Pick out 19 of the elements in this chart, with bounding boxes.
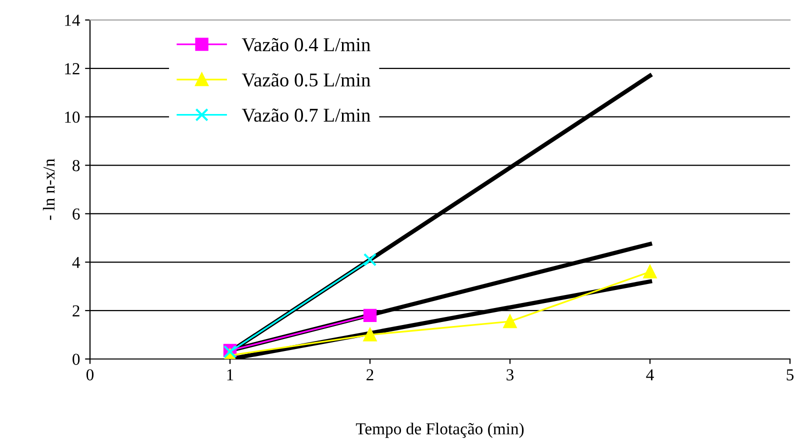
x-tick-label: 1 (227, 369, 234, 380)
legend-label: Vazão 0.4 L/min (242, 38, 370, 52)
y-axis-title: - ln n-x/n (42, 158, 55, 220)
y-tick-label: 8 (72, 160, 80, 172)
legend-label: Vazão 0.7 L/min (242, 108, 370, 122)
x-tick-label: 0 (86, 369, 94, 380)
y-tick-label: 6 (72, 208, 80, 220)
x-tick-label: 5 (786, 369, 794, 380)
x-tick-label: 2 (366, 369, 374, 380)
y-tick-label: 0 (72, 354, 80, 365)
x-tick-label: 3 (506, 369, 514, 380)
x-axis-title: Tempo de Flotação (min) (356, 422, 524, 438)
y-tick-label: 4 (72, 256, 80, 268)
y-tick-label: 2 (72, 305, 80, 316)
legend-label: Vazão 0.5 L/min (242, 73, 370, 87)
x-tick-label: 4 (646, 369, 654, 380)
y-tick-label: 10 (65, 112, 80, 123)
y-tick-label: 12 (65, 63, 80, 74)
y-tick-label: 14 (65, 14, 80, 26)
